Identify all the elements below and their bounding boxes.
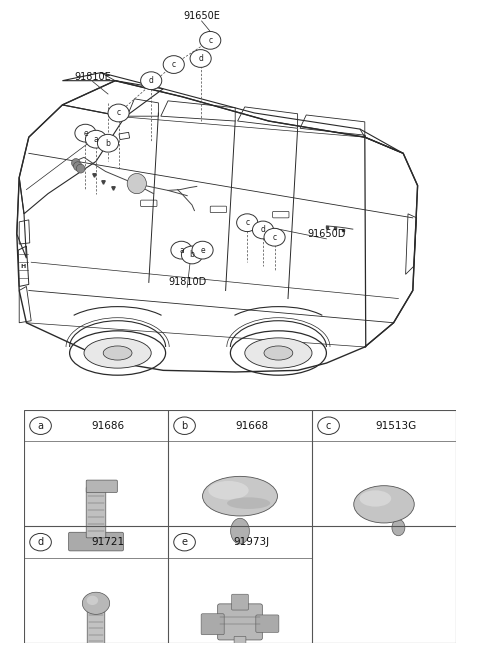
Circle shape: [252, 221, 274, 239]
FancyBboxPatch shape: [256, 615, 279, 632]
Ellipse shape: [203, 476, 277, 516]
Text: a: a: [179, 245, 184, 255]
Circle shape: [181, 246, 203, 264]
Text: 91810E: 91810E: [74, 72, 111, 81]
Text: 91810D: 91810D: [168, 277, 206, 287]
Circle shape: [171, 241, 192, 259]
Circle shape: [264, 228, 285, 246]
FancyBboxPatch shape: [87, 609, 105, 656]
Circle shape: [83, 592, 109, 615]
Circle shape: [237, 214, 258, 232]
Text: 91650D: 91650D: [307, 229, 346, 239]
Circle shape: [86, 596, 98, 605]
Text: 91686: 91686: [91, 420, 124, 431]
Text: c: c: [245, 218, 249, 227]
FancyBboxPatch shape: [201, 614, 224, 635]
Text: b: b: [190, 251, 194, 260]
Text: e: e: [181, 537, 188, 547]
Text: 91668: 91668: [235, 420, 268, 431]
Text: 91721: 91721: [91, 537, 124, 547]
Circle shape: [85, 131, 107, 148]
Text: c: c: [326, 420, 331, 431]
Circle shape: [30, 417, 51, 434]
Text: H: H: [21, 264, 25, 269]
Circle shape: [141, 72, 162, 90]
Ellipse shape: [227, 497, 270, 509]
Text: d: d: [149, 76, 154, 85]
Circle shape: [174, 417, 195, 434]
Ellipse shape: [354, 485, 414, 523]
FancyBboxPatch shape: [232, 594, 248, 610]
Ellipse shape: [84, 338, 151, 368]
Ellipse shape: [360, 490, 391, 506]
FancyBboxPatch shape: [69, 532, 123, 551]
FancyBboxPatch shape: [218, 604, 262, 640]
Ellipse shape: [103, 346, 132, 360]
Text: d: d: [37, 537, 44, 547]
FancyBboxPatch shape: [86, 487, 106, 538]
FancyBboxPatch shape: [234, 636, 246, 655]
Ellipse shape: [76, 164, 85, 173]
Circle shape: [30, 533, 51, 551]
Text: c: c: [273, 233, 276, 241]
Circle shape: [200, 31, 221, 49]
Text: c: c: [172, 60, 176, 69]
Circle shape: [174, 533, 195, 551]
Text: a: a: [94, 134, 98, 144]
Text: 91513G: 91513G: [375, 420, 416, 431]
Text: 91650E: 91650E: [183, 11, 220, 21]
Circle shape: [192, 241, 213, 259]
Text: c: c: [208, 36, 212, 45]
Circle shape: [163, 56, 184, 73]
Text: d: d: [198, 54, 203, 63]
Ellipse shape: [72, 159, 80, 167]
Circle shape: [108, 104, 129, 122]
Ellipse shape: [73, 162, 82, 171]
Text: b: b: [106, 138, 110, 148]
Ellipse shape: [245, 338, 312, 368]
Circle shape: [97, 134, 119, 152]
Ellipse shape: [127, 173, 146, 194]
FancyBboxPatch shape: [86, 480, 117, 493]
Text: e: e: [200, 245, 205, 255]
Text: 91973J: 91973J: [233, 537, 270, 547]
Circle shape: [190, 50, 211, 68]
Text: b: b: [181, 420, 188, 431]
Circle shape: [75, 124, 96, 142]
Text: c: c: [117, 108, 120, 117]
Circle shape: [318, 417, 339, 434]
Ellipse shape: [264, 346, 293, 360]
Ellipse shape: [392, 520, 405, 536]
Text: a: a: [37, 420, 44, 431]
Text: d: d: [261, 226, 265, 234]
Text: e: e: [83, 129, 88, 138]
Ellipse shape: [208, 481, 249, 500]
Ellipse shape: [230, 518, 250, 544]
